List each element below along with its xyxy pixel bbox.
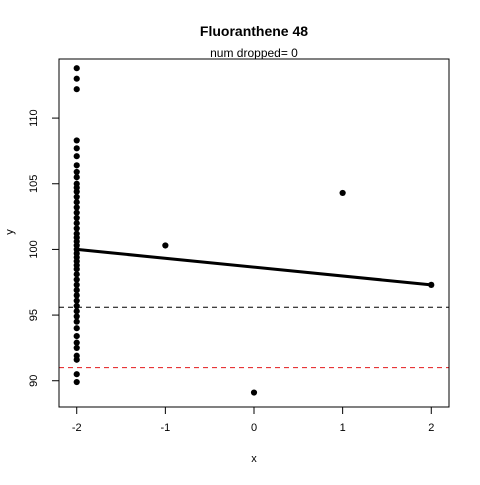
data-point-35 [73, 302, 80, 309]
data-point-12 [73, 193, 80, 200]
data-point-0 [73, 65, 80, 72]
data-point-45 [73, 371, 80, 378]
data-point-18 [73, 225, 80, 232]
y-axis: 90 95 100 105 110 [28, 109, 60, 387]
data-point-50 [428, 281, 435, 288]
data-point-16 [73, 214, 80, 221]
data-point-28 [73, 266, 80, 273]
data-point-47 [162, 242, 169, 249]
data-point-3 [73, 137, 80, 144]
data-point-1 [73, 75, 80, 82]
data-point-31 [73, 281, 80, 288]
y-tick-label-3: 105 [28, 175, 40, 193]
data-point-49 [339, 189, 346, 197]
data-point-30 [73, 276, 80, 283]
y-tick-label-4: 110 [28, 109, 40, 127]
data-point-34 [73, 297, 80, 304]
data-point-17 [73, 220, 80, 227]
data-point-8 [73, 174, 80, 181]
data-point-38 [73, 318, 80, 325]
data-point-5 [73, 153, 80, 160]
chart-title: Fluoranthene 48 [200, 23, 308, 39]
x-tick-label-0: -2 [72, 422, 82, 434]
data-point-46 [73, 378, 80, 386]
data-point-13 [73, 199, 80, 206]
y-tick-label-0: 90 [28, 375, 40, 387]
data-point-32 [73, 287, 80, 294]
data-point-14 [73, 204, 80, 211]
y-tick-label-1: 95 [28, 309, 40, 321]
x-tick-label-4: 2 [428, 422, 434, 434]
data-point-29 [73, 271, 80, 278]
x-axis-label: x [251, 453, 257, 465]
data-point-48 [250, 389, 258, 396]
x-tick-label-3: 1 [340, 422, 346, 434]
y-tick-label-2: 100 [28, 240, 40, 258]
data-point-33 [73, 292, 80, 299]
points-group [73, 65, 435, 396]
data-point-42 [73, 344, 80, 352]
data-point-36 [73, 308, 80, 315]
x-tick-label-2: 0 [251, 422, 257, 434]
data-point-4 [73, 145, 80, 152]
data-point-2 [73, 86, 80, 93]
data-point-39 [73, 325, 80, 332]
y-axis-label: y [4, 229, 16, 235]
data-point-44 [73, 356, 80, 363]
reference-lines [59, 306, 449, 369]
fit-line [75, 247, 433, 287]
data-point-41 [73, 339, 80, 346]
data-point-40 [73, 332, 80, 340]
data-point-15 [73, 209, 80, 216]
x-tick-label-1: -1 [160, 422, 170, 434]
chart-subtitle: num dropped= 0 [210, 46, 298, 60]
x-axis: -2 -1 0 1 2 [72, 406, 434, 434]
data-point-6 [73, 162, 80, 169]
data-point-7 [73, 168, 80, 176]
data-point-11 [73, 188, 80, 195]
fit-line-group [75, 247, 433, 287]
data-point-37 [73, 313, 80, 320]
